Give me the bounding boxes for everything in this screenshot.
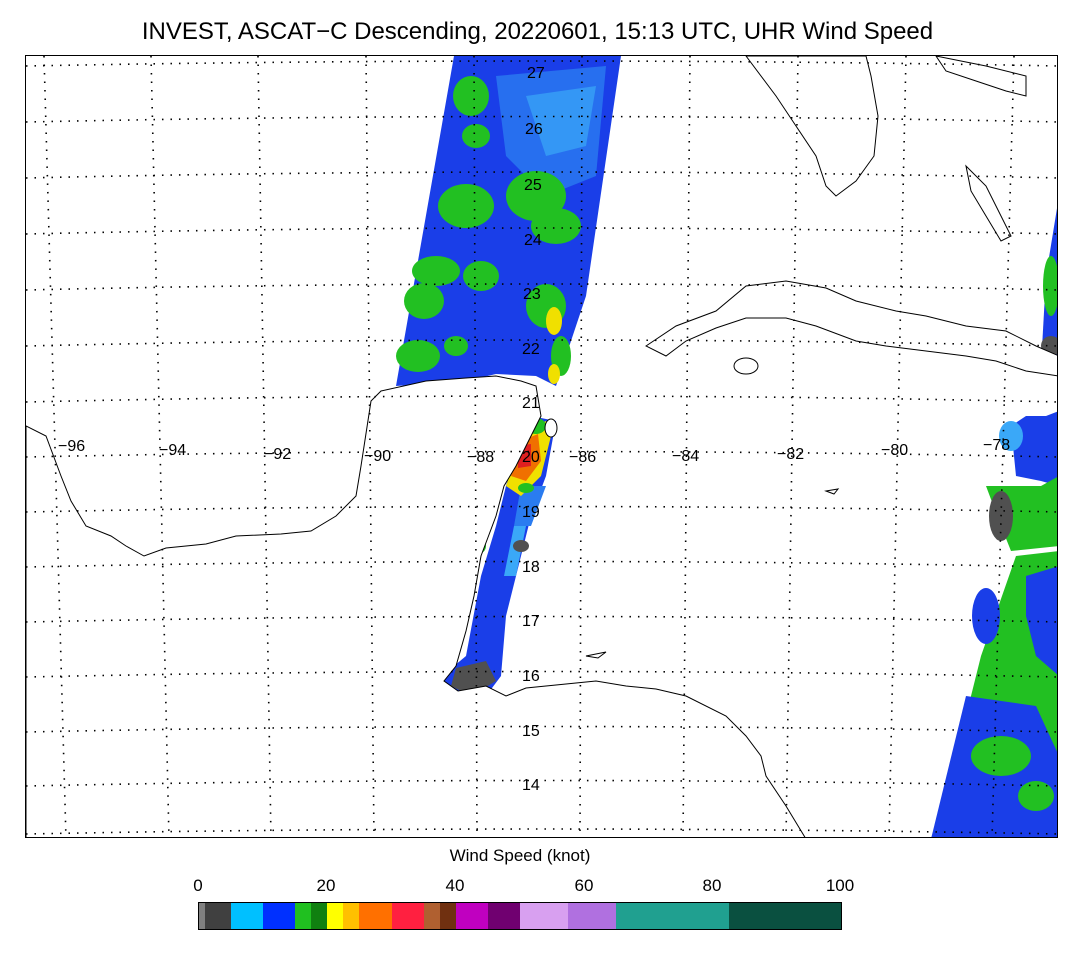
scatterometer-swath-east (931, 208, 1057, 837)
florida-coast (745, 56, 879, 197)
lon-label: −84 (672, 448, 699, 465)
lat-label: 20 (522, 449, 540, 466)
lat-label: 24 (524, 232, 542, 249)
lat-label: 27 (527, 65, 545, 82)
colorbar (198, 902, 842, 930)
colorbar-segment (231, 903, 264, 929)
lon-label: −90 (364, 448, 391, 465)
colorbar-segment (439, 903, 456, 929)
colorbar-tick-label: 20 (316, 876, 336, 895)
colorbar-tick-label: 60 (574, 876, 594, 895)
colorbar-segment (423, 903, 440, 929)
coastlines (26, 56, 1057, 837)
colorbar-segment (519, 903, 569, 929)
colorbar-segment (616, 903, 729, 929)
colorbar-segment (455, 903, 488, 929)
lat-label: 15 (522, 723, 540, 740)
colorbar-segment (359, 903, 392, 929)
lon-label: −86 (569, 449, 596, 466)
lat-label: 26 (525, 121, 543, 138)
cuba-coast (645, 280, 1057, 377)
colorbar-title: Wind Speed (knot) (449, 846, 591, 865)
lat-label: 21 (522, 395, 540, 412)
colorbar-tick-label: 40 (445, 876, 465, 895)
colorbar-tick-label: 0 (193, 876, 203, 895)
scatterometer-swath-north (396, 56, 621, 386)
colorbar-segment (327, 903, 344, 929)
colorbar-segment (487, 903, 520, 929)
lon-label: −94 (159, 442, 186, 459)
colorbar-tick-label: 100 (825, 876, 855, 895)
graticule (26, 56, 1057, 837)
latitude-labels: 27 26 25 24 23 22 21 20 19 18 17 16 15 1… (522, 65, 545, 794)
longitude-labels: −96 −94 −92 −90 −88 −86 −84 −82 −80 −78 (58, 437, 1010, 466)
lat-label: 23 (523, 286, 541, 303)
mexico-yucatan-coast (26, 375, 806, 837)
bahamas-coast (965, 164, 1012, 242)
map-panel: −96 −94 −92 −90 −88 −86 −84 −82 −80 −78 … (25, 55, 1058, 838)
map-title: INVEST, ASCAT−C Descending, 20220601, 15… (141, 18, 934, 45)
lat-label: 14 (522, 777, 540, 794)
lon-label: −78 (983, 437, 1010, 454)
map-canvas: −96 −94 −92 −90 −88 −86 −84 −82 −80 −78 … (26, 56, 1057, 837)
colorbar-segment (199, 903, 206, 929)
lat-label: 22 (522, 341, 540, 358)
lat-label: 16 (522, 668, 540, 685)
colorbar-segment (568, 903, 617, 929)
lon-label: −80 (881, 442, 908, 459)
colorbar-segment (391, 903, 424, 929)
lon-label: −96 (58, 438, 85, 455)
lon-label: −88 (467, 449, 494, 466)
lat-label: 25 (524, 177, 542, 194)
colorbar-tick-label: 80 (702, 876, 722, 895)
colorbar-segment (311, 903, 328, 929)
colorbar-segment (263, 903, 296, 929)
colorbar-segment (728, 903, 841, 929)
colorbar-ticks: 0 20 40 60 80 100 (0, 876, 1075, 900)
lat-label: 17 (522, 613, 540, 630)
colorbar-segment (295, 903, 312, 929)
lon-label: −92 (264, 446, 291, 463)
lat-label: 19 (522, 504, 540, 521)
colorbar-segment (343, 903, 360, 929)
lat-label: 18 (522, 559, 540, 576)
colorbar-segment (205, 903, 232, 929)
lon-label: −82 (777, 446, 804, 463)
